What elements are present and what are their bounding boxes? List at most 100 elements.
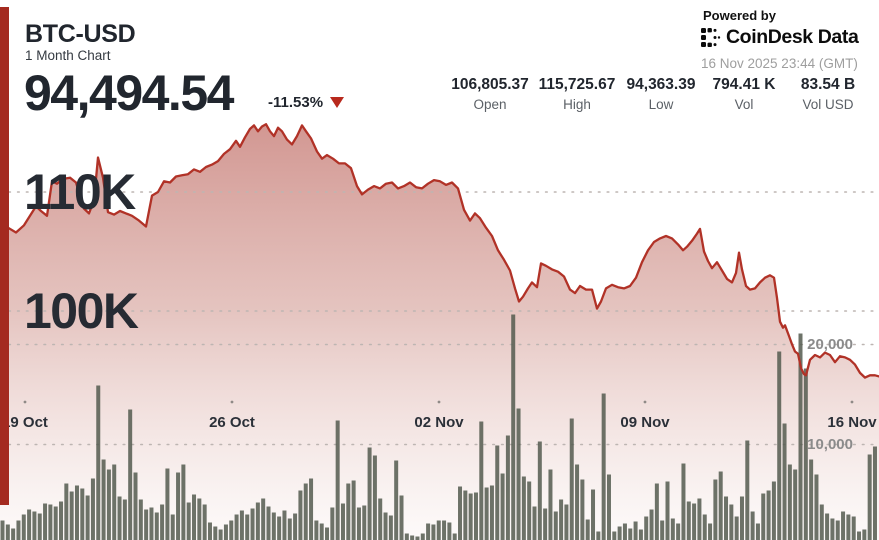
volume-bar: [128, 409, 133, 540]
volume-bar: [356, 507, 361, 540]
down-arrow-icon: [330, 97, 345, 108]
volume-bar: [543, 508, 548, 540]
volume-bar: [325, 527, 330, 540]
volume-bar: [702, 514, 707, 540]
volume-bar: [223, 524, 228, 540]
volume-bar: [96, 385, 101, 540]
volume-bar: [745, 440, 750, 540]
volume-bar: [527, 481, 532, 540]
volume-bar: [734, 516, 739, 540]
volume-bar: [117, 496, 122, 540]
volume-bar: [777, 351, 782, 540]
volume-bar: [692, 503, 697, 540]
volume-bar: [606, 474, 611, 540]
volume-bar: [426, 523, 431, 540]
volume-bar: [766, 490, 771, 540]
volume-bar: [638, 529, 643, 540]
volume-bar: [473, 492, 478, 540]
volume-bar: [255, 502, 260, 540]
volume-bar: [138, 499, 143, 540]
volume-bar: [665, 481, 670, 540]
volume-bar: [314, 520, 319, 540]
volume-bar: [160, 504, 165, 540]
volume-bar: [420, 533, 425, 540]
volume-bar: [500, 473, 505, 540]
week-tick-dot: [230, 400, 234, 404]
volume-bar: [559, 499, 564, 540]
volume-bar: [452, 533, 457, 540]
volume-bar: [814, 474, 819, 540]
volume-bar: [654, 483, 659, 540]
volume-bar: [170, 514, 175, 540]
volume-bar: [676, 523, 681, 540]
volume-bar: [340, 503, 345, 540]
stat-open: 106,805.37 Open: [442, 76, 538, 112]
stat-vol-usd-label: Vol USD: [802, 97, 854, 112]
stat-vol: 794.41 K Vol: [696, 76, 792, 112]
volume-bar: [181, 464, 186, 540]
volume-bar: [27, 509, 32, 540]
volume-bar: [298, 490, 303, 540]
provider-name-coindesk: CoinDesk: [726, 26, 813, 48]
volume-bar: [697, 498, 702, 540]
coindesk-logo-icon: [701, 28, 721, 47]
volume-bar: [761, 493, 766, 540]
volume-bar: [266, 506, 271, 540]
volume-bar: [803, 368, 808, 540]
volume-bar: [729, 504, 734, 540]
volume-bar: [681, 463, 686, 540]
stat-open-value: 106,805.37: [451, 76, 529, 93]
volume-bar: [213, 526, 218, 540]
volume-bar: [218, 529, 223, 540]
stat-low-label: Low: [648, 97, 674, 112]
volume-bar: [830, 518, 835, 540]
volume-bar: [133, 472, 138, 540]
chart-period-label: 1 Month Chart: [25, 48, 111, 63]
price-change-percent: -11.53%: [268, 94, 324, 111]
volume-bar: [511, 314, 516, 540]
volume-bar: [585, 519, 590, 540]
volume-bar: [739, 496, 744, 540]
volume-bar: [85, 495, 90, 540]
volume-bar: [383, 512, 388, 540]
volume-bar: [415, 536, 420, 540]
volume-bar: [207, 522, 212, 540]
volume-bar: [793, 469, 798, 540]
volume-bar: [90, 478, 95, 540]
volume-bar: [612, 531, 617, 540]
stat-vol-label: Vol: [734, 97, 754, 112]
coindesk-data-logo[interactable]: CoinDesk Data: [700, 26, 859, 49]
volume-bar: [872, 446, 877, 540]
volume-bar: [601, 393, 606, 540]
volume-bar: [532, 506, 537, 540]
provider-name-data: Data: [817, 26, 859, 48]
volume-bar: [388, 515, 393, 540]
volume-bar: [303, 483, 308, 540]
volume-bar: [484, 487, 489, 540]
volume-bar: [505, 435, 510, 540]
volume-bar: [644, 516, 649, 540]
volume-bar: [245, 514, 250, 540]
week-tick-dot: [437, 400, 441, 404]
volume-bar: [521, 476, 526, 540]
volume-bar: [633, 521, 638, 540]
stat-vol-usd-value: 83.54 B: [800, 76, 856, 93]
volume-bar: [750, 511, 755, 540]
volume-bar: [186, 502, 191, 540]
volume-bar: [59, 501, 64, 540]
volume-bar: [591, 489, 596, 540]
volume-bar: [239, 510, 244, 540]
stat-low: 94,363.39 Low: [613, 76, 709, 112]
volume-bar: [32, 511, 37, 540]
volume-bar: [330, 507, 335, 540]
volume-bar: [755, 523, 760, 540]
volume-bar: [372, 455, 377, 540]
volume-bar: [628, 528, 633, 540]
volume-bar: [394, 460, 399, 540]
stat-high: 115,725.67 High: [529, 76, 625, 112]
volume-bar: [80, 488, 85, 540]
volume-bar: [367, 447, 372, 540]
volume-bar: [718, 471, 723, 540]
volume-bar: [346, 483, 351, 540]
